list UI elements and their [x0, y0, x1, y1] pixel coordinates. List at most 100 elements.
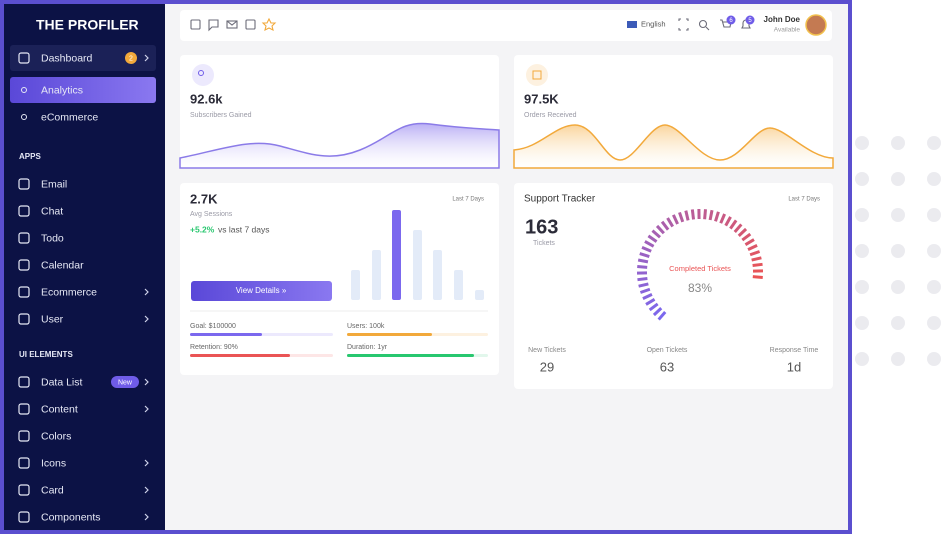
gauge-tick — [744, 238, 755, 246]
menu-icon — [18, 205, 30, 217]
badge: New — [118, 379, 133, 386]
menu-icon — [18, 313, 30, 325]
bullet — [21, 114, 27, 120]
stat-label: Open Tickets — [647, 347, 688, 354]
menu-icon — [18, 430, 30, 442]
bar-chart — [351, 210, 484, 300]
dot — [855, 172, 869, 186]
menu-item[interactable]: Analytics — [41, 84, 83, 96]
gauge-tick — [660, 220, 670, 231]
gauge-tick — [684, 210, 690, 221]
bullet — [21, 87, 27, 93]
gauge-tick — [642, 293, 653, 300]
gauge-tick — [657, 311, 667, 321]
menu-item[interactable]: User — [41, 313, 64, 325]
gauge-tick — [719, 213, 726, 224]
menu-item[interactable]: Colors — [41, 430, 71, 442]
menu-item[interactable]: Components — [41, 511, 101, 523]
goal: Users: 100k — [347, 323, 385, 330]
button-label[interactable]: View Details » — [236, 286, 287, 295]
gauge-tick — [655, 224, 665, 235]
gauge-tick — [747, 244, 758, 251]
progress-bars — [190, 333, 488, 357]
menu-item[interactable]: Content — [41, 403, 78, 415]
gauge-tick — [708, 209, 714, 221]
stat-label: Avg Sessions — [190, 211, 233, 218]
gauge-tick — [637, 258, 649, 264]
bell-badge-bg — [745, 15, 755, 25]
dot — [927, 352, 941, 366]
gauge-tick — [652, 307, 663, 317]
bell-badge: 5 — [748, 18, 752, 24]
menu-icon — [18, 52, 30, 64]
dot — [891, 280, 905, 294]
dot — [891, 244, 905, 258]
avatar[interactable] — [805, 14, 827, 36]
menu-item[interactable]: Todo — [41, 232, 64, 244]
header-icons — [190, 17, 751, 32]
menu-item[interactable]: Email — [41, 178, 67, 190]
gauge-tick — [737, 227, 748, 237]
gauge-tick — [644, 240, 655, 248]
gauge-tick — [678, 211, 685, 223]
gauge-tick — [637, 276, 648, 282]
dot-grid — [855, 136, 941, 366]
gauge-tick — [741, 232, 752, 242]
dot — [891, 352, 905, 366]
menu-item[interactable]: Data List — [41, 376, 83, 388]
dot — [891, 316, 905, 330]
dot — [927, 136, 941, 150]
menu-icon — [18, 376, 30, 388]
chevron — [144, 405, 149, 413]
gauge-tick — [690, 209, 696, 220]
stat-value: 29 — [540, 359, 554, 374]
dot — [855, 208, 869, 222]
dot — [855, 244, 869, 258]
dot — [891, 136, 905, 150]
menu-icon — [18, 403, 30, 415]
gauge-tick — [651, 229, 661, 239]
tickets: 163 — [525, 216, 558, 238]
sparkline — [513, 124, 834, 169]
gauge-value: 83% — [688, 281, 712, 295]
button[interactable] — [191, 281, 332, 301]
goal: Retention: 90% — [190, 344, 238, 351]
menu-item[interactable]: Icons — [41, 457, 66, 469]
goal: Goal: $100000 — [190, 323, 236, 330]
brand: THE PROFILER — [36, 17, 139, 33]
chevron — [144, 288, 149, 296]
menu-item[interactable]: Ecommerce — [41, 286, 97, 298]
period[interactable]: Last 7 Days — [452, 197, 484, 203]
card-title: Support Tracker — [524, 194, 596, 205]
menu-item[interactable]: Chat — [41, 205, 63, 217]
user-status: Available — [774, 27, 801, 34]
change-note: vs last 7 days — [218, 224, 270, 234]
menu-icon — [18, 511, 30, 523]
gauge-tick — [647, 234, 658, 243]
gauge-tick — [752, 275, 763, 279]
sidebar-menu: Dashboard 2 Analytics eCommerce APPS Email Cha… — [10, 45, 156, 523]
language[interactable]: English — [641, 19, 666, 28]
dot — [891, 172, 905, 186]
chevron — [144, 459, 149, 467]
menu-item[interactable]: Dashboard — [41, 52, 93, 64]
menu-item[interactable]: Calendar — [41, 259, 84, 271]
chevron — [144, 378, 149, 386]
chevron — [144, 54, 149, 62]
user-name[interactable]: John Doe — [764, 15, 801, 24]
menu-item-bg — [10, 45, 156, 71]
stat-value: 63 — [660, 359, 674, 374]
gauge-tick — [729, 219, 738, 230]
menu-item[interactable]: Card — [41, 484, 64, 496]
menu-item[interactable]: eCommerce — [41, 111, 98, 123]
menu-icon — [18, 178, 30, 190]
stat-value: 92.6k — [190, 91, 223, 106]
icon — [526, 64, 548, 86]
change: +5.2% — [190, 224, 215, 234]
period[interactable]: Last 7 Days — [788, 197, 820, 203]
chevron — [144, 513, 149, 521]
gauge-tick — [645, 298, 656, 306]
menu-icon — [18, 457, 30, 469]
dot — [855, 316, 869, 330]
